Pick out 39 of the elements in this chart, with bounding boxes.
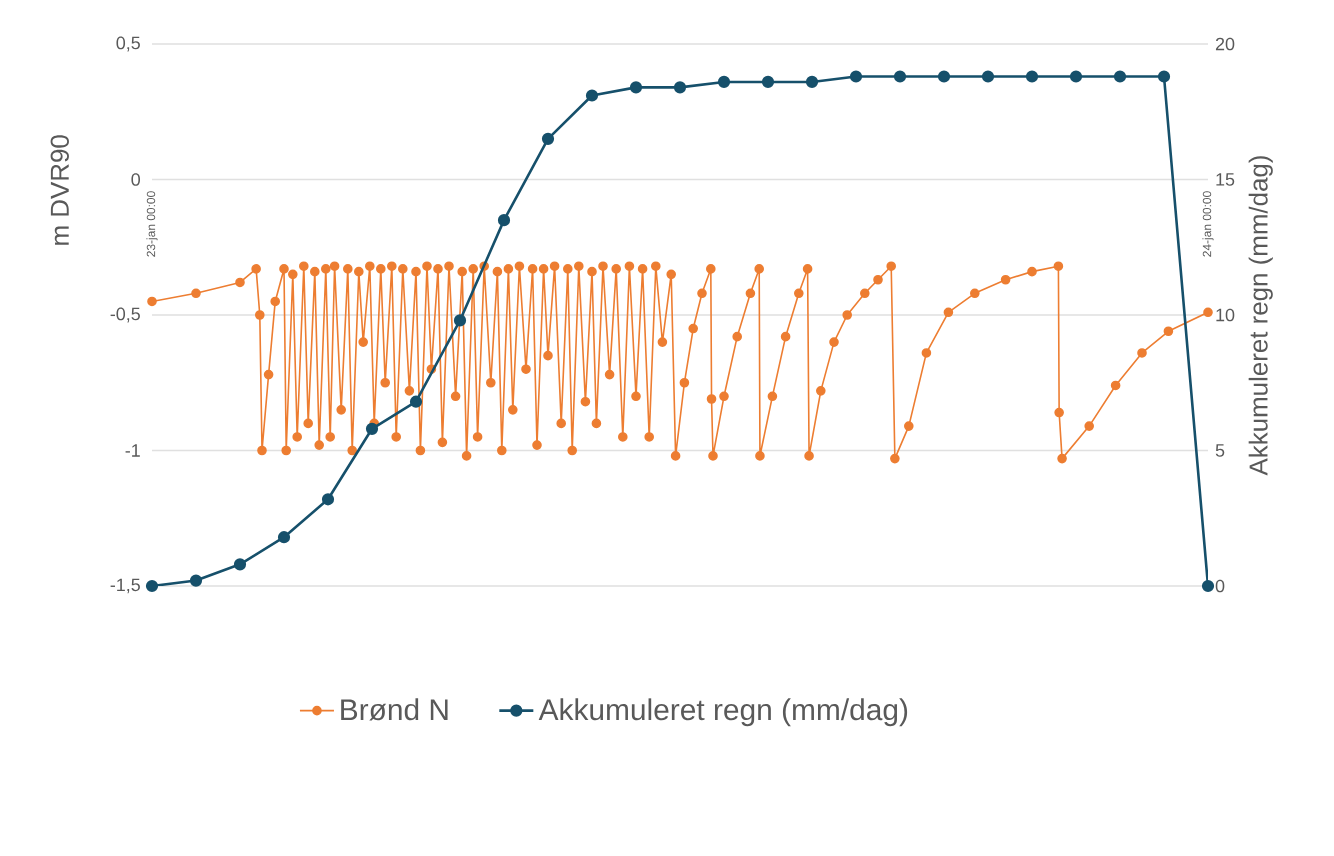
y2-tick-label: 15	[1216, 173, 1235, 186]
legend-label: Brønd N	[341, 698, 448, 721]
point	[497, 214, 511, 227]
point	[761, 75, 775, 89]
y2-tick-label: 10	[1216, 308, 1235, 322]
point	[277, 531, 291, 544]
y2-tick-label: 0	[1215, 579, 1225, 593]
point	[145, 579, 159, 593]
point	[541, 132, 555, 145]
y2-axis-title: Akkumuleret regn (mm/dag)	[1248, 156, 1273, 476]
point	[233, 558, 247, 571]
point	[1157, 70, 1171, 83]
point	[673, 81, 687, 94]
y-tick-label: -1,5	[110, 578, 140, 594]
point	[409, 395, 423, 408]
point	[937, 70, 951, 83]
point	[321, 493, 335, 506]
y2-tick-label: 20	[1215, 37, 1235, 51]
point	[453, 314, 467, 327]
point	[849, 70, 863, 83]
point	[1201, 579, 1215, 593]
point	[981, 70, 995, 83]
point	[1113, 70, 1127, 83]
point	[717, 75, 731, 89]
point	[805, 75, 819, 89]
legend-label: Akkumuleret regn (mm/dag)	[538, 698, 908, 727]
y-tick-label: 0	[131, 173, 141, 186]
point	[189, 574, 203, 587]
y2-tick-label: 5	[1215, 444, 1225, 457]
point	[585, 89, 599, 102]
point	[365, 422, 379, 435]
y-tick-label: -0,5	[110, 307, 140, 323]
point	[1025, 70, 1039, 83]
y-axis-title: m DVR90	[50, 135, 69, 245]
y-tick-label: -1	[125, 444, 140, 457]
point	[893, 70, 907, 83]
y-tick-label: 0,5	[116, 36, 140, 52]
point	[1069, 70, 1083, 83]
point	[629, 81, 643, 94]
